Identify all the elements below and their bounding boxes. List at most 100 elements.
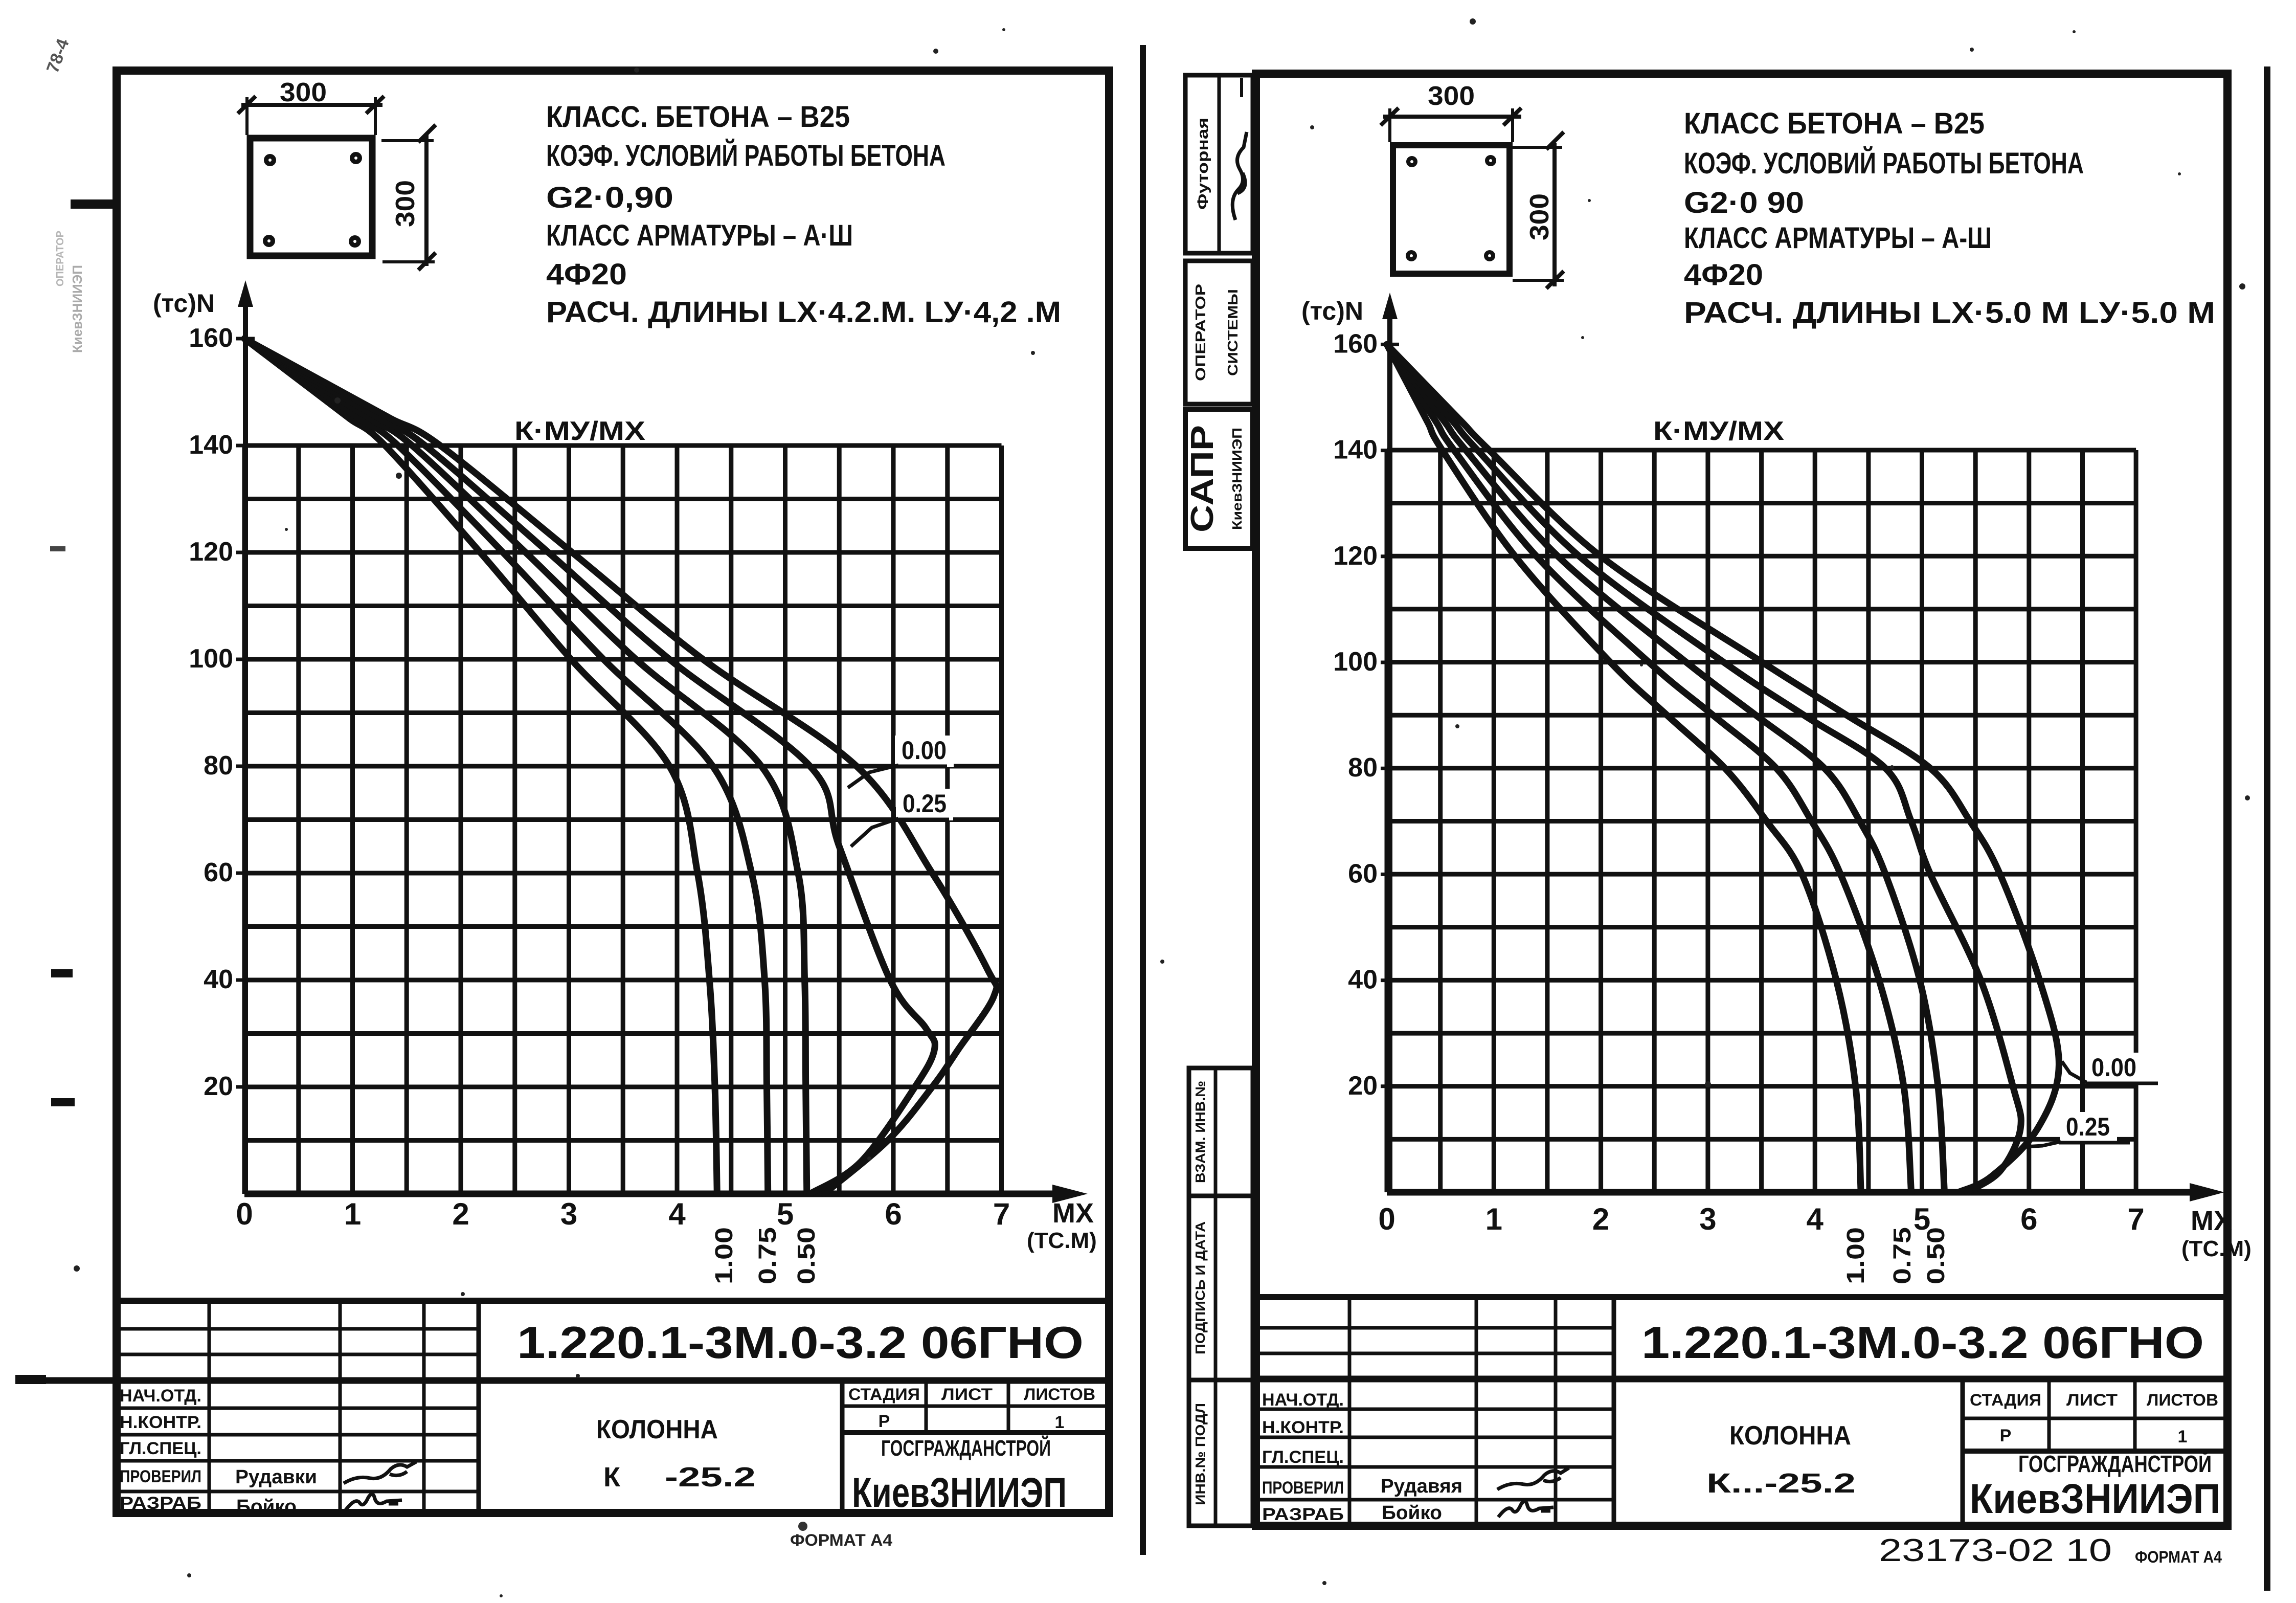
svg-text:6: 6 [885,1197,902,1231]
svg-text:КЛАСС АРМАТУРЫ – А-Ш: КЛАСС АРМАТУРЫ – А-Ш [1684,221,1992,255]
svg-text:КиевЗНИИЭП: КиевЗНИИЭП [1229,428,1245,530]
svg-text:РАЗРАБ: РАЗРАБ [120,1494,201,1513]
svg-text:1.220.1-3М.0-3.2 06ГНО: 1.220.1-3М.0-3.2 06ГНО [517,1317,1084,1368]
svg-text:G2·0,90: G2·0,90 [546,181,673,214]
svg-text:2: 2 [1592,1202,1609,1236]
svg-text:-25.2: -25.2 [665,1462,756,1493]
svg-text:23173-02 10: 23173-02 10 [1879,1533,2112,1568]
svg-text:РАЗРАБ: РАЗРАБ [1262,1505,1344,1524]
svg-text:КОЭФ. УСЛОВИЙ РАБОТЫ БЕТОНА: КОЭФ. УСЛОВИЙ РАБОТЫ БЕТОНА [546,139,946,172]
svg-text:ПРОВЕРИЛ: ПРОВЕРИЛ [1262,1478,1344,1498]
svg-text:100: 100 [189,644,233,674]
svg-text:2: 2 [452,1197,469,1231]
svg-text:1.00: 1.00 [1842,1227,1870,1284]
svg-text:ЛИСТ: ЛИСТ [941,1385,993,1404]
svg-text:К·МУ/МХ: К·МУ/МХ [1653,416,1784,446]
svg-text:0: 0 [236,1197,253,1231]
svg-text:7: 7 [2127,1202,2144,1236]
svg-text:Рудавки: Рудавки [235,1466,317,1488]
svg-text:ГЛ.СПЕЦ.: ГЛ.СПЕЦ. [1262,1448,1344,1467]
svg-text:СИСТЕМЫ: СИСТЕМЫ [1225,289,1241,376]
svg-text:5: 5 [777,1197,794,1231]
svg-text:ЛИСТ: ЛИСТ [2066,1391,2118,1409]
svg-text:РАСЧ. ДЛИНЫ LX·4.2.М. LУ·4,2: РАСЧ. ДЛИНЫ LX·4.2.М. LУ·4,2 .М [546,296,1061,329]
svg-text:0.50: 0.50 [1923,1227,1950,1284]
svg-text:САПР: САПР [1185,425,1220,532]
svg-text:ЛИСТОВ: ЛИСТОВ [2147,1391,2218,1409]
svg-text:40: 40 [1348,965,1378,995]
svg-text:Р: Р [879,1412,890,1431]
svg-text:Рудавяя: Рудавяя [1381,1476,1462,1497]
svg-text:(тс)N: (тс)N [1301,297,1363,325]
svg-text:3: 3 [560,1197,577,1231]
svg-text:0.50: 0.50 [793,1227,820,1284]
svg-text:КОЛОННА: КОЛОННА [596,1415,718,1444]
svg-text:1: 1 [1055,1413,1065,1432]
svg-text:Н.КОНТР.: Н.КОНТР. [1262,1418,1344,1437]
svg-text:0.00: 0.00 [902,736,947,765]
svg-text:120: 120 [189,537,233,567]
svg-text:КЛАСС. БЕТОНА – В25: КЛАСС. БЕТОНА – В25 [546,100,850,133]
svg-text:20: 20 [1348,1071,1378,1101]
svg-text:ПОДПИСЬ И ДАТА: ПОДПИСЬ И ДАТА [1192,1221,1208,1354]
svg-text:РАСЧ. ДЛИНЫ LX·5.0 М LУ·5.0: РАСЧ. ДЛИНЫ LX·5.0 М LУ·5.0 М [1684,296,2215,329]
svg-text:0.00: 0.00 [2091,1053,2136,1082]
svg-text:Р: Р [2000,1426,2012,1445]
svg-text:Бойко: Бойко [236,1496,297,1518]
svg-text:6: 6 [2020,1202,2037,1236]
svg-text:300: 300 [1525,193,1555,240]
svg-text:0.75: 0.75 [1889,1227,1916,1284]
svg-text:4: 4 [1807,1202,1824,1236]
svg-text:(ТС.М): (ТС.М) [1027,1228,1097,1253]
svg-text:300: 300 [280,78,327,107]
svg-text:140: 140 [1333,435,1378,465]
svg-text:1: 1 [344,1197,361,1231]
svg-text:1: 1 [2178,1427,2188,1446]
svg-text:4: 4 [668,1197,686,1231]
svg-text:1: 1 [1485,1202,1502,1236]
svg-text:КиевЗНИИЭП: КиевЗНИИЭП [1970,1476,2220,1522]
svg-text:3: 3 [1699,1202,1716,1236]
svg-text:Футорная: Футорная [1195,118,1211,210]
svg-text:100: 100 [1333,647,1378,677]
svg-text:ФОРМАТ А4: ФОРМАТ А4 [2135,1548,2222,1566]
svg-text:ИНВ.№ ПОДЛ: ИНВ.№ ПОДЛ [1192,1403,1208,1505]
svg-text:140: 140 [189,430,233,460]
svg-text:60: 60 [1348,859,1378,888]
svg-text:1.220.1-3М.0-3.2 06ГНО: 1.220.1-3М.0-3.2 06ГНО [1641,1317,2204,1368]
svg-text:МХ: МХ [1052,1198,1094,1229]
svg-text:СТАДИЯ: СТАДИЯ [848,1385,920,1404]
svg-text:ПРОВЕРИЛ: ПРОВЕРИЛ [120,1467,201,1486]
svg-text:7: 7 [993,1197,1010,1231]
svg-text:0.75: 0.75 [754,1227,781,1284]
svg-text:60: 60 [204,858,233,887]
svg-text:ВЗАМ. ИНВ.№: ВЗАМ. ИНВ.№ [1192,1081,1208,1183]
svg-text:КОЛОННА: КОЛОННА [1729,1421,1851,1451]
svg-text:КиевЗНИИЭП: КиевЗНИИЭП [852,1470,1067,1516]
svg-text:К·МУ/МХ: К·МУ/МХ [514,416,645,446]
svg-text:300: 300 [1428,81,1475,111]
svg-text:КОЭФ. УСЛОВИЙ РАБОТЫ БЕТОНА: КОЭФ. УСЛОВИЙ РАБОТЫ БЕТОНА [1684,147,2084,180]
svg-text:СТАДИЯ: СТАДИЯ [1970,1391,2041,1409]
svg-text:120: 120 [1333,541,1378,571]
svg-text:ГОСГРАЖДАНСТРОЙ: ГОСГРАЖДАНСТРОЙ [881,1435,1051,1461]
svg-text:G2·0 90: G2·0 90 [1684,186,1804,219]
svg-text:4Ф20: 4Ф20 [1684,258,1763,292]
svg-text:(тс)N: (тс)N [153,289,215,318]
svg-text:ГОСГРАЖДАНСТРОЙ: ГОСГРАЖДАНСТРОЙ [2018,1451,2212,1477]
svg-text:80: 80 [1348,753,1378,783]
svg-text:ФОРМАТ А4: ФОРМАТ А4 [790,1531,892,1549]
svg-text:Н.КОНТР.: Н.КОНТР. [120,1413,201,1432]
svg-text:0: 0 [1378,1202,1395,1236]
svg-text:КиевЗНИИЭП: КиевЗНИИЭП [70,265,85,353]
svg-text:160: 160 [1333,329,1378,359]
svg-text:К...-25.2: К...-25.2 [1706,1468,1856,1499]
svg-text:160: 160 [189,323,233,353]
svg-text:ОПЕРАТОР: ОПЕРАТОР [1192,284,1208,381]
svg-text:НАЧ.ОТД.: НАЧ.ОТД. [120,1386,201,1406]
svg-text:4Ф20: 4Ф20 [546,258,627,291]
svg-text:300: 300 [391,180,420,227]
svg-text:ГЛ.СПЕЦ.: ГЛ.СПЕЦ. [120,1439,201,1458]
svg-text:0.25: 0.25 [2066,1112,2110,1141]
svg-text:ОПЕРАТОР: ОПЕРАТОР [55,231,66,286]
